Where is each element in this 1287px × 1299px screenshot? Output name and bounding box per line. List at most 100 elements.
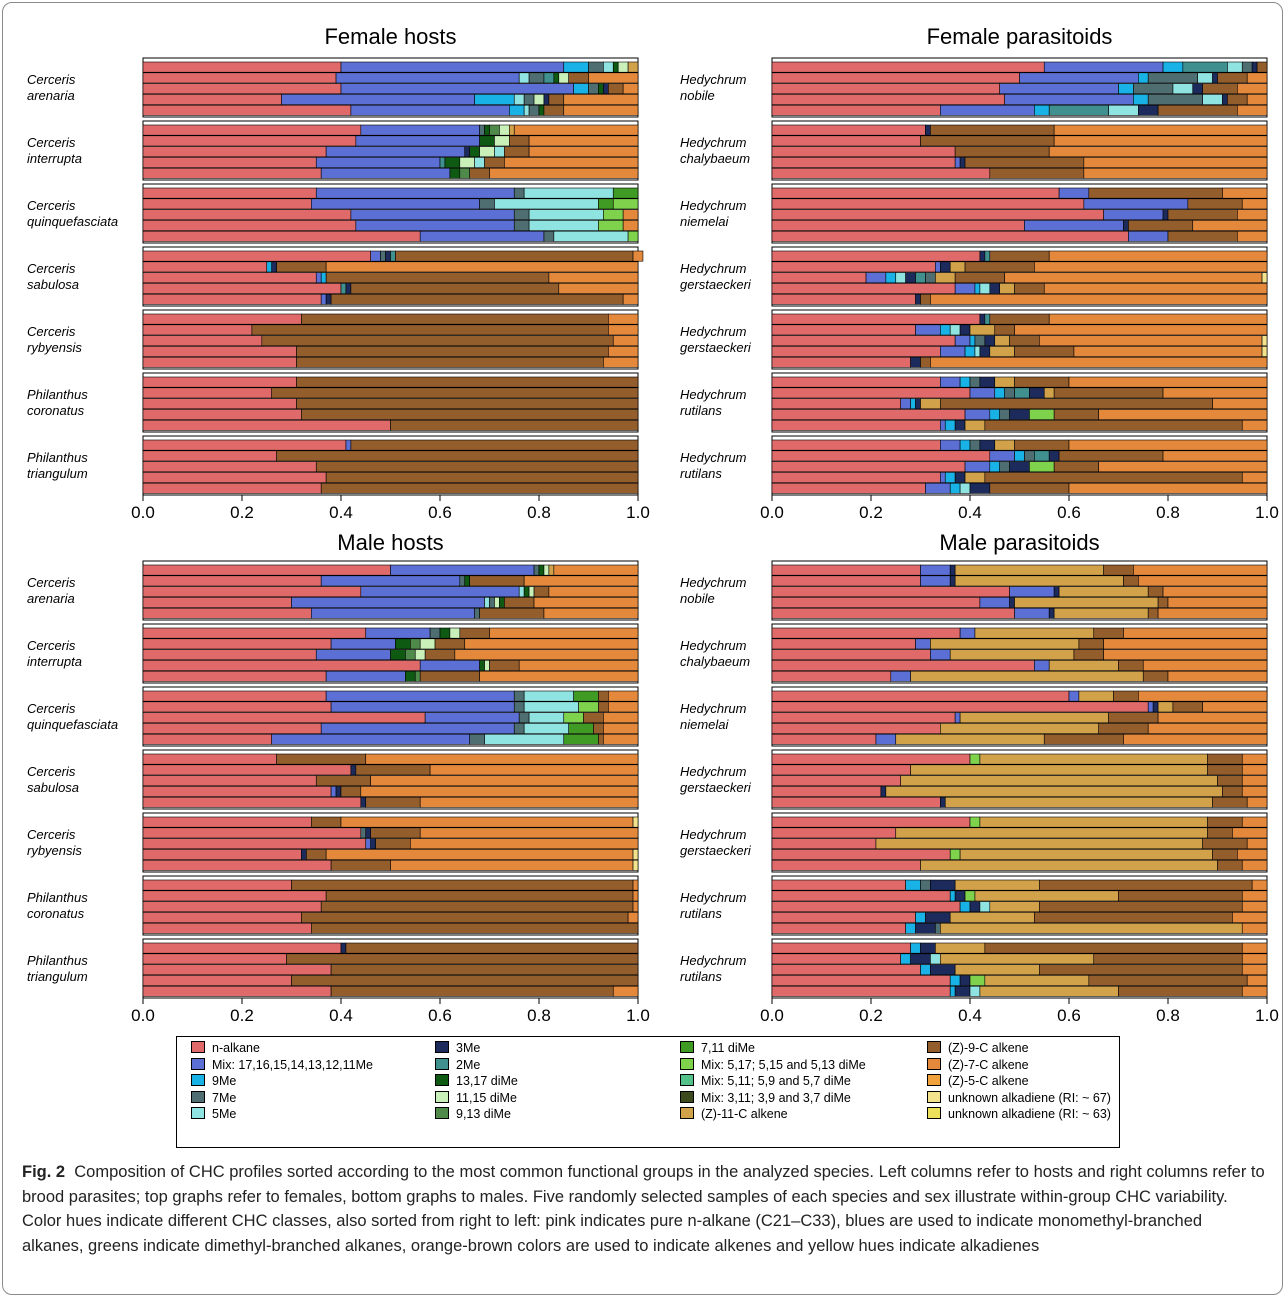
bar-segment-a7 [588, 72, 639, 84]
bar-segment-n [771, 816, 971, 828]
legend-swatch [927, 1041, 941, 1053]
bar-segment-n [771, 670, 892, 682]
bar-segment-a7 [1241, 890, 1268, 902]
bar-segment-mix [325, 670, 406, 682]
species-label-genus: Hedychrum [680, 198, 747, 213]
bar-segment-a11 [974, 890, 1119, 902]
species-label-genus: Hedychrum [680, 387, 747, 402]
bar-segment-m5 [1227, 61, 1243, 73]
bar-segment-m3 [1222, 94, 1228, 105]
bar-segment-m5 [1197, 72, 1213, 84]
bar-segment-n [142, 450, 277, 462]
bar-segment-a11 [1078, 690, 1114, 702]
bar-segment-m3 [954, 419, 966, 431]
bar-segment-m7 [528, 72, 545, 84]
bar-segment-a9 [1053, 409, 1100, 420]
bar-segment-n [771, 827, 897, 839]
bar-segment-a9 [984, 942, 1243, 954]
bar-segment-a9 [1088, 975, 1248, 986]
bar-segment-mix [939, 419, 946, 431]
legend-swatch [435, 1057, 449, 1070]
bar-segment-m3 [930, 964, 956, 976]
legend-swatch [435, 1041, 449, 1053]
bar-segment-m9 [959, 901, 971, 913]
bar-segment-n [771, 409, 966, 420]
bar-segment-m7 [935, 922, 941, 934]
bar-segment-mix [915, 638, 931, 650]
bar-segment-m3 [910, 356, 921, 368]
bar-segment-a11 [954, 575, 1124, 587]
bar-segment-a11 [900, 775, 1218, 787]
bar-segment-a9 [1207, 764, 1243, 776]
species-label-genus: Hedychrum [680, 827, 747, 842]
bar-segment-mix [964, 461, 991, 473]
bar-segment-d7 [612, 187, 639, 199]
bar-segment-a7 [1162, 387, 1268, 399]
bar-segment-m7 [920, 879, 931, 891]
bar-segment-m9 [320, 272, 327, 284]
bar-segment-m3 [1138, 104, 1159, 116]
bar-segment-m3 [1251, 61, 1258, 73]
bar-segment-a9 [395, 250, 634, 262]
bar-segment-n [142, 964, 332, 976]
legend-label: 5Me [212, 1107, 237, 1121]
legend-item: 13,17 diMe [435, 1074, 518, 1088]
bar-segment-mix [930, 649, 951, 661]
bar-segment-a9 [989, 313, 1050, 325]
bar-segment-m9 [905, 879, 921, 891]
bar-segment-mix [1147, 701, 1154, 713]
bar-segment-mix [939, 376, 961, 388]
bar-segment-n [771, 690, 1070, 702]
bar-segment-a9 [598, 733, 604, 745]
bar-segment-n [771, 649, 931, 661]
bar-segment-n [771, 733, 877, 745]
bar-segment-n [142, 942, 342, 954]
bar-segment-a9 [1202, 838, 1248, 850]
legend-label: 3Me [456, 1041, 481, 1055]
bar-segment-m9 [994, 387, 1005, 399]
bar-segment-m9 [949, 975, 961, 986]
bar-segment-m7 [1241, 61, 1253, 73]
bar-segment-n [142, 816, 312, 828]
legend-swatch [191, 1057, 205, 1070]
bar-segment-a7 [632, 890, 639, 902]
bar-segment-a9 [1014, 283, 1045, 294]
bar-segment-m9 [944, 472, 956, 483]
bar-segment-mix [999, 83, 1119, 95]
legend-item: 7,11 diMe [680, 1041, 755, 1055]
bar-segment-m9 [508, 104, 525, 116]
bar-segment-a9 [1207, 816, 1243, 828]
bar-segment-m5 [523, 701, 579, 713]
bar-segment-m5 [484, 597, 490, 608]
bar-segment-n [142, 912, 302, 923]
bar-segment-m9 [474, 94, 515, 105]
bar-segment-a7 [1034, 261, 1268, 273]
legend-label: (Z)-7-C alkene [948, 1057, 1029, 1072]
bar-segment-n [142, 649, 317, 661]
bar-segment-a7 [622, 209, 639, 221]
species-label-epithet: gerstaeckeri [680, 780, 752, 795]
bar-segment-mix [1014, 607, 1050, 619]
bar-segment-n [142, 439, 347, 451]
bar-segment-a9 [320, 482, 639, 494]
bar-segment-m7 [969, 439, 981, 451]
bar-segment-a7 [1039, 335, 1263, 347]
bar-segment-a9 [1108, 712, 1159, 724]
bar-segment-a9 [920, 356, 931, 368]
bar-segment-a7 [1246, 72, 1268, 84]
bar-segment-a9 [1043, 733, 1124, 745]
legend-label: 9,13 diMe [456, 1107, 511, 1121]
bar-segment-mix [1034, 660, 1050, 671]
bar-segment-m3 [910, 953, 931, 965]
bar-segment-n [771, 439, 941, 451]
legend-swatch [680, 1107, 694, 1119]
bar-segment-m9 [1118, 83, 1134, 95]
bar-segment-n [142, 283, 342, 294]
bar-segment-a9 [939, 398, 1213, 410]
bar-segment-a9 [548, 94, 565, 105]
bar-segment-m3 [350, 764, 357, 776]
bar-segment-d5 [563, 712, 584, 724]
bar-segment-a7 [1162, 586, 1268, 598]
legend-swatch [680, 1090, 694, 1103]
bar-segment-a9 [954, 272, 1005, 284]
